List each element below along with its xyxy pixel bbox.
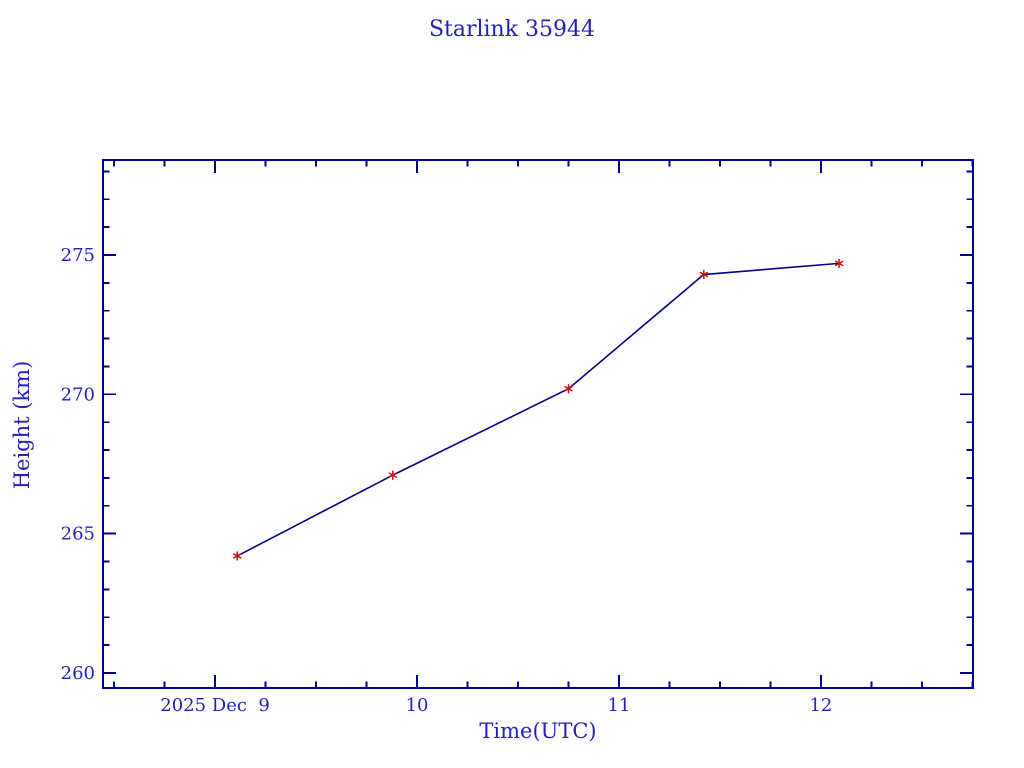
data-point-marker <box>834 258 844 269</box>
plot-frame <box>102 159 974 689</box>
y-tick-label: 275 <box>61 245 95 266</box>
x-axis-title: Time(UTC) <box>479 719 597 743</box>
data-point-marker <box>564 384 573 394</box>
marker-stroke <box>834 260 844 267</box>
y-tick-label: 260 <box>61 663 95 684</box>
data-point-marker <box>233 551 242 561</box>
x-tick-label: 10 <box>406 695 429 716</box>
marker-stroke <box>699 271 709 278</box>
data-point-marker <box>699 269 709 280</box>
chart-title: Starlink 35944 <box>428 17 596 42</box>
x-tick-label: 2025 Dec 9 <box>160 695 270 716</box>
marker-stroke <box>233 553 242 559</box>
y-axis-title: Height (km) <box>10 360 34 490</box>
data-line <box>236 262 840 557</box>
y-tick-label: 270 <box>61 384 95 405</box>
data-point-marker <box>388 470 398 480</box>
y-tick-label: 265 <box>61 524 95 545</box>
x-tick-label: 12 <box>809 695 832 716</box>
x-tick-label: 11 <box>608 695 631 716</box>
marker-stroke <box>564 386 573 392</box>
marker-stroke <box>388 472 398 478</box>
